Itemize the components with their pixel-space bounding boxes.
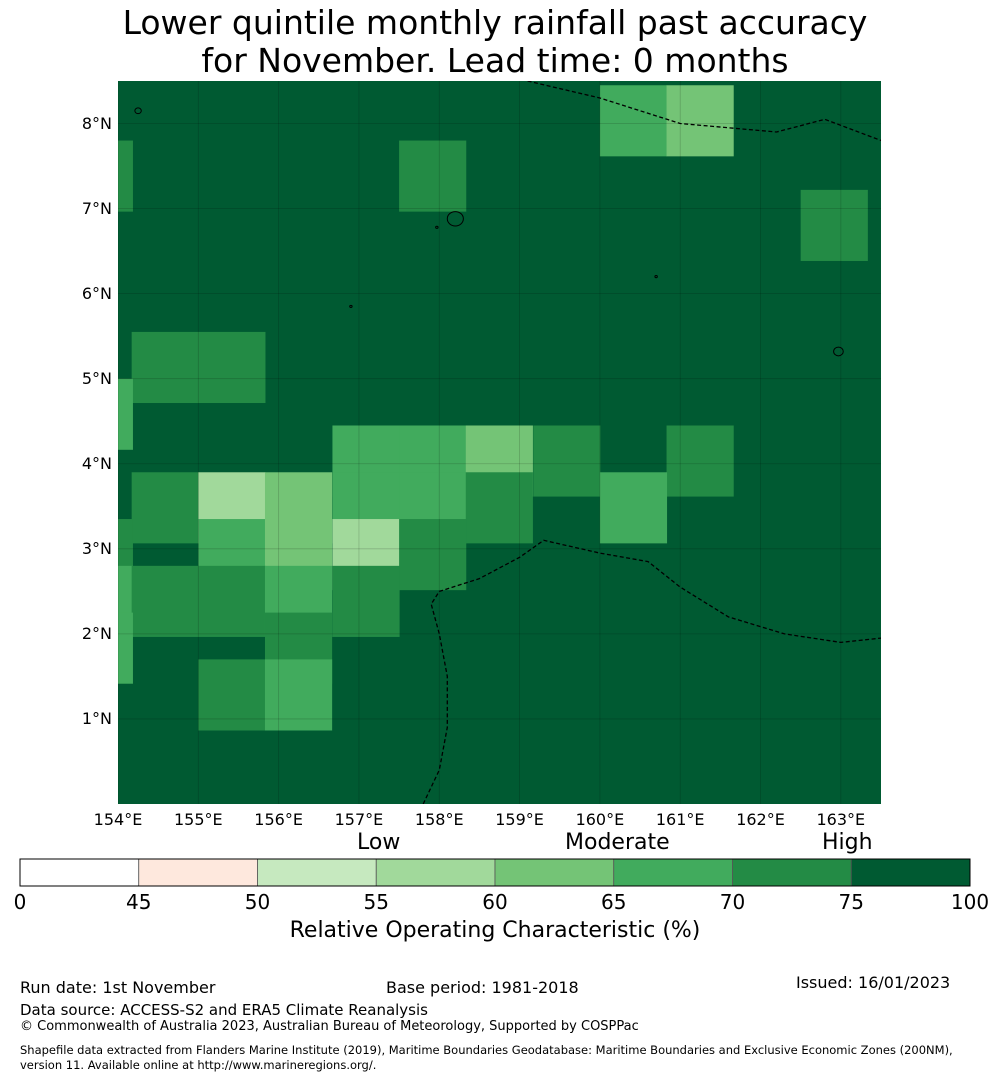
- title-line-2: for November. Lead time: 0 months: [201, 41, 789, 80]
- colorbar-tick-label: 0: [13, 890, 27, 914]
- shapefile-credit: Shapefile data extracted from Flanders M…: [20, 1043, 953, 1072]
- eez-boundary-1: [422, 539, 881, 804]
- grid-cell-7: [118, 378, 133, 450]
- colorbar-tick-label: 60: [482, 890, 508, 914]
- lon-label: 162°E: [736, 810, 785, 829]
- base-period: Base period: 1981-2018: [386, 978, 579, 997]
- colorbar-tick-label: 70: [719, 890, 746, 914]
- lon-label: 156°E: [254, 810, 303, 829]
- colorbar-tick-label: 65: [601, 890, 627, 914]
- grid-cell-32: [198, 659, 266, 731]
- island-outline-0: [446, 211, 464, 227]
- category-low-label: Low: [357, 830, 401, 855]
- lon-label: 157°E: [334, 810, 384, 829]
- island-outline-4: [654, 275, 658, 279]
- category-high-label: High: [822, 830, 873, 855]
- map-area: [118, 81, 881, 804]
- colorbar-segment-7: [850, 858, 971, 887]
- lat-label: 1°N: [81, 708, 112, 728]
- grid-cell-19: [599, 472, 668, 544]
- eez-boundary-0: [527, 81, 881, 142]
- colorbar-segment-3: [375, 858, 496, 887]
- colorbar: [19, 858, 971, 887]
- lat-label: 4°N: [81, 453, 112, 473]
- grid-cell-4: [666, 85, 734, 157]
- grid-cell-12: [666, 425, 734, 497]
- map-title: Lower quintile monthly rainfall past acc…: [0, 4, 990, 80]
- lon-label: 155°E: [173, 810, 223, 829]
- category-moderate-label: Moderate: [565, 830, 670, 855]
- colorbar-tick-label: 100: [950, 890, 990, 914]
- colorbar-tick-label: 50: [244, 890, 271, 914]
- colorbar-segment-2: [257, 858, 377, 887]
- title-line-1: Lower quintile monthly rainfall past acc…: [122, 3, 868, 42]
- grid-cell-18: [465, 472, 533, 544]
- grid-cell-30: [118, 612, 133, 684]
- lon-label: 159°E: [495, 810, 544, 829]
- lat-label: 2°N: [81, 623, 112, 643]
- grid-cell-26: [131, 565, 199, 637]
- colorbar-tick-label: 75: [838, 890, 864, 914]
- lat-label: 3°N: [81, 538, 112, 558]
- colorbar-segment-5: [613, 858, 733, 887]
- lon-label: 158°E: [414, 810, 464, 829]
- lon-label: 160°E: [575, 810, 625, 829]
- colorbar-tick-label: 55: [363, 890, 389, 914]
- grid-cell-24: [399, 519, 467, 591]
- grid-cell-1: [399, 140, 467, 212]
- lat-label: 6°N: [81, 283, 112, 303]
- lon-label: 163°E: [816, 810, 866, 829]
- island-outline-3: [435, 225, 439, 229]
- run-date: Run date: 1st November: [20, 978, 216, 997]
- copyright: © Commonwealth of Australia 2023, Austra…: [20, 1019, 639, 1034]
- lon-label: 161°E: [655, 810, 705, 829]
- grid-cell-5: [131, 331, 199, 404]
- grid-cell-3: [599, 85, 668, 157]
- grid-cell-11: [533, 425, 601, 497]
- colorbar-segment-0: [19, 858, 140, 887]
- colorbar-segment-6: [732, 858, 852, 887]
- colorbar-tick-label: 45: [126, 890, 152, 914]
- colorbar-segment-1: [138, 858, 258, 887]
- grid-cell-29: [332, 565, 400, 637]
- island-outline-5: [349, 304, 353, 308]
- lat-label: 7°N: [81, 198, 112, 218]
- grid-cell-0: [118, 140, 133, 212]
- grid-cell-13: [131, 472, 199, 544]
- grid-cell-33: [264, 659, 333, 731]
- colorbar-frame: [19, 858, 971, 887]
- issued-date: Issued: 16/01/2023: [796, 973, 951, 992]
- lat-label: 8°N: [81, 113, 112, 133]
- colorbar-segment-4: [494, 858, 615, 887]
- grid-cell-6: [198, 331, 266, 404]
- grid-cell-27: [198, 565, 266, 637]
- lon-label: 154°E: [93, 810, 143, 829]
- data-source: Data source: ACCESS-S2 and ERA5 Climate …: [20, 1001, 428, 1019]
- island-outline-1: [833, 346, 844, 357]
- colorbar-title: Relative Operating Characteristic (%): [289, 918, 701, 943]
- grid-cell-2: [800, 189, 868, 261]
- island-outline-2: [134, 107, 142, 115]
- lat-label: 5°N: [81, 368, 112, 388]
